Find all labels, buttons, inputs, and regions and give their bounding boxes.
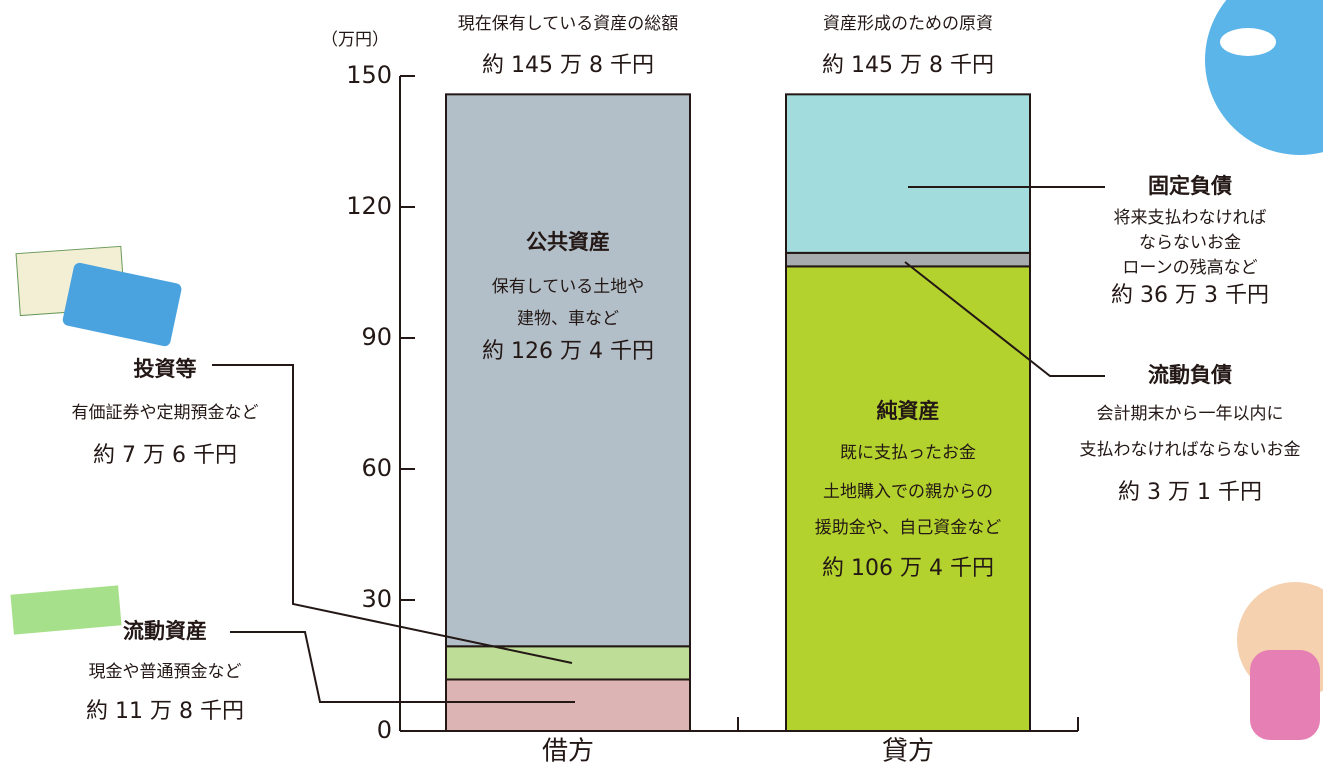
y-tick-label: 60	[361, 454, 392, 482]
segment-description: 将来支払わなければ	[1114, 208, 1267, 228]
y-tick-label: 90	[361, 323, 392, 351]
segment-description: 支払わなければならないお金	[1080, 440, 1301, 460]
segment-value-label: 約 106 万 4 千円	[822, 556, 994, 581]
column-total: 約 145 万 8 千円	[482, 53, 654, 78]
y-tick-label: 30	[361, 585, 392, 613]
bar-segment	[785, 265, 1031, 732]
segment-description: 現金や普通預金など	[89, 662, 242, 682]
segment-title: 純資産	[877, 399, 940, 423]
segment-description: ローンの残高など	[1122, 258, 1257, 278]
column-caption: 現在保有している資産の総額	[458, 14, 679, 34]
segment-description: 建物、車など	[517, 309, 619, 329]
x-tick-label: 貸方	[882, 737, 934, 767]
segment-value-label: 約 11 万 8 千円	[86, 699, 244, 724]
segment-title: 固定負債	[1148, 174, 1232, 198]
bar-segment	[445, 678, 691, 732]
people-illustration	[1205, 0, 1323, 740]
segment-value-label: 約 3 万 1 千円	[1118, 480, 1262, 505]
segment-description: 会計期末から一年以内に	[1097, 404, 1284, 424]
segment-title: 流動負債	[1148, 363, 1232, 387]
segment-description: ならないお金	[1139, 233, 1241, 253]
segment-title: 公共資産	[526, 230, 610, 254]
segment-description: 既に支払ったお金	[840, 443, 976, 463]
column-total: 約 145 万 8 千円	[822, 53, 994, 78]
leader-line	[230, 631, 575, 703]
bar-segment	[785, 93, 1031, 254]
x-tick-label: 借方	[542, 737, 594, 767]
segment-description: 保有している土地や	[492, 277, 645, 297]
segment-title: 投資等	[134, 357, 197, 381]
column-caption: 資産形成のための原資	[823, 14, 993, 34]
y-tick-label: 150	[346, 61, 392, 89]
y-unit: （万円）	[321, 30, 389, 50]
segment-description: 有価証券や定期預金など	[72, 403, 259, 423]
segment-value-label: 約 36 万 3 千円	[1111, 283, 1269, 308]
y-tick-label: 120	[346, 192, 392, 220]
segment-value-label: 約 126 万 4 千円	[482, 339, 654, 364]
leader-line	[212, 364, 573, 664]
segment-description: 土地購入での親からの	[823, 482, 993, 502]
bar-segment	[445, 93, 691, 648]
leader-line	[904, 261, 1105, 377]
card-illustration	[10, 245, 182, 635]
segment-description: 援助金や、自己資金など	[815, 518, 1002, 538]
y-tick-label: 0	[377, 716, 392, 744]
segment-title: 流動資産	[123, 619, 207, 643]
segment-value-label: 約 7 万 6 千円	[93, 443, 237, 468]
